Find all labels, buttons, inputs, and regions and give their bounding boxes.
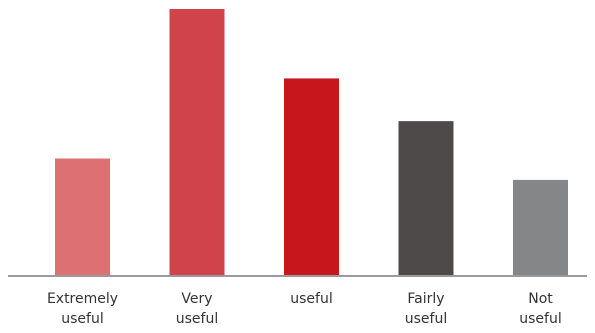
category-label-1-line-1: useful [176,311,218,327]
category-label-0-line-1: useful [61,311,103,327]
category-labels-group: Extremely useful Very useful useful Fairly use… [47,291,562,327]
bar-3 [398,121,454,276]
category-label-4-line-0: Not [528,291,553,307]
category-label-0-line-0: Extremely [47,291,118,307]
bar-4 [513,179,568,276]
bar-2 [284,78,339,276]
category-label-1-line-0: Very [181,291,212,307]
bars-group [55,9,568,276]
category-label-4-line-1: useful [519,311,561,327]
category-label-2-line-0: useful [290,291,332,307]
bar-0 [55,158,110,276]
category-label-3-line-1: useful [405,311,447,327]
category-label-3-line-0: Fairly [407,291,444,307]
bar-1 [169,9,225,276]
